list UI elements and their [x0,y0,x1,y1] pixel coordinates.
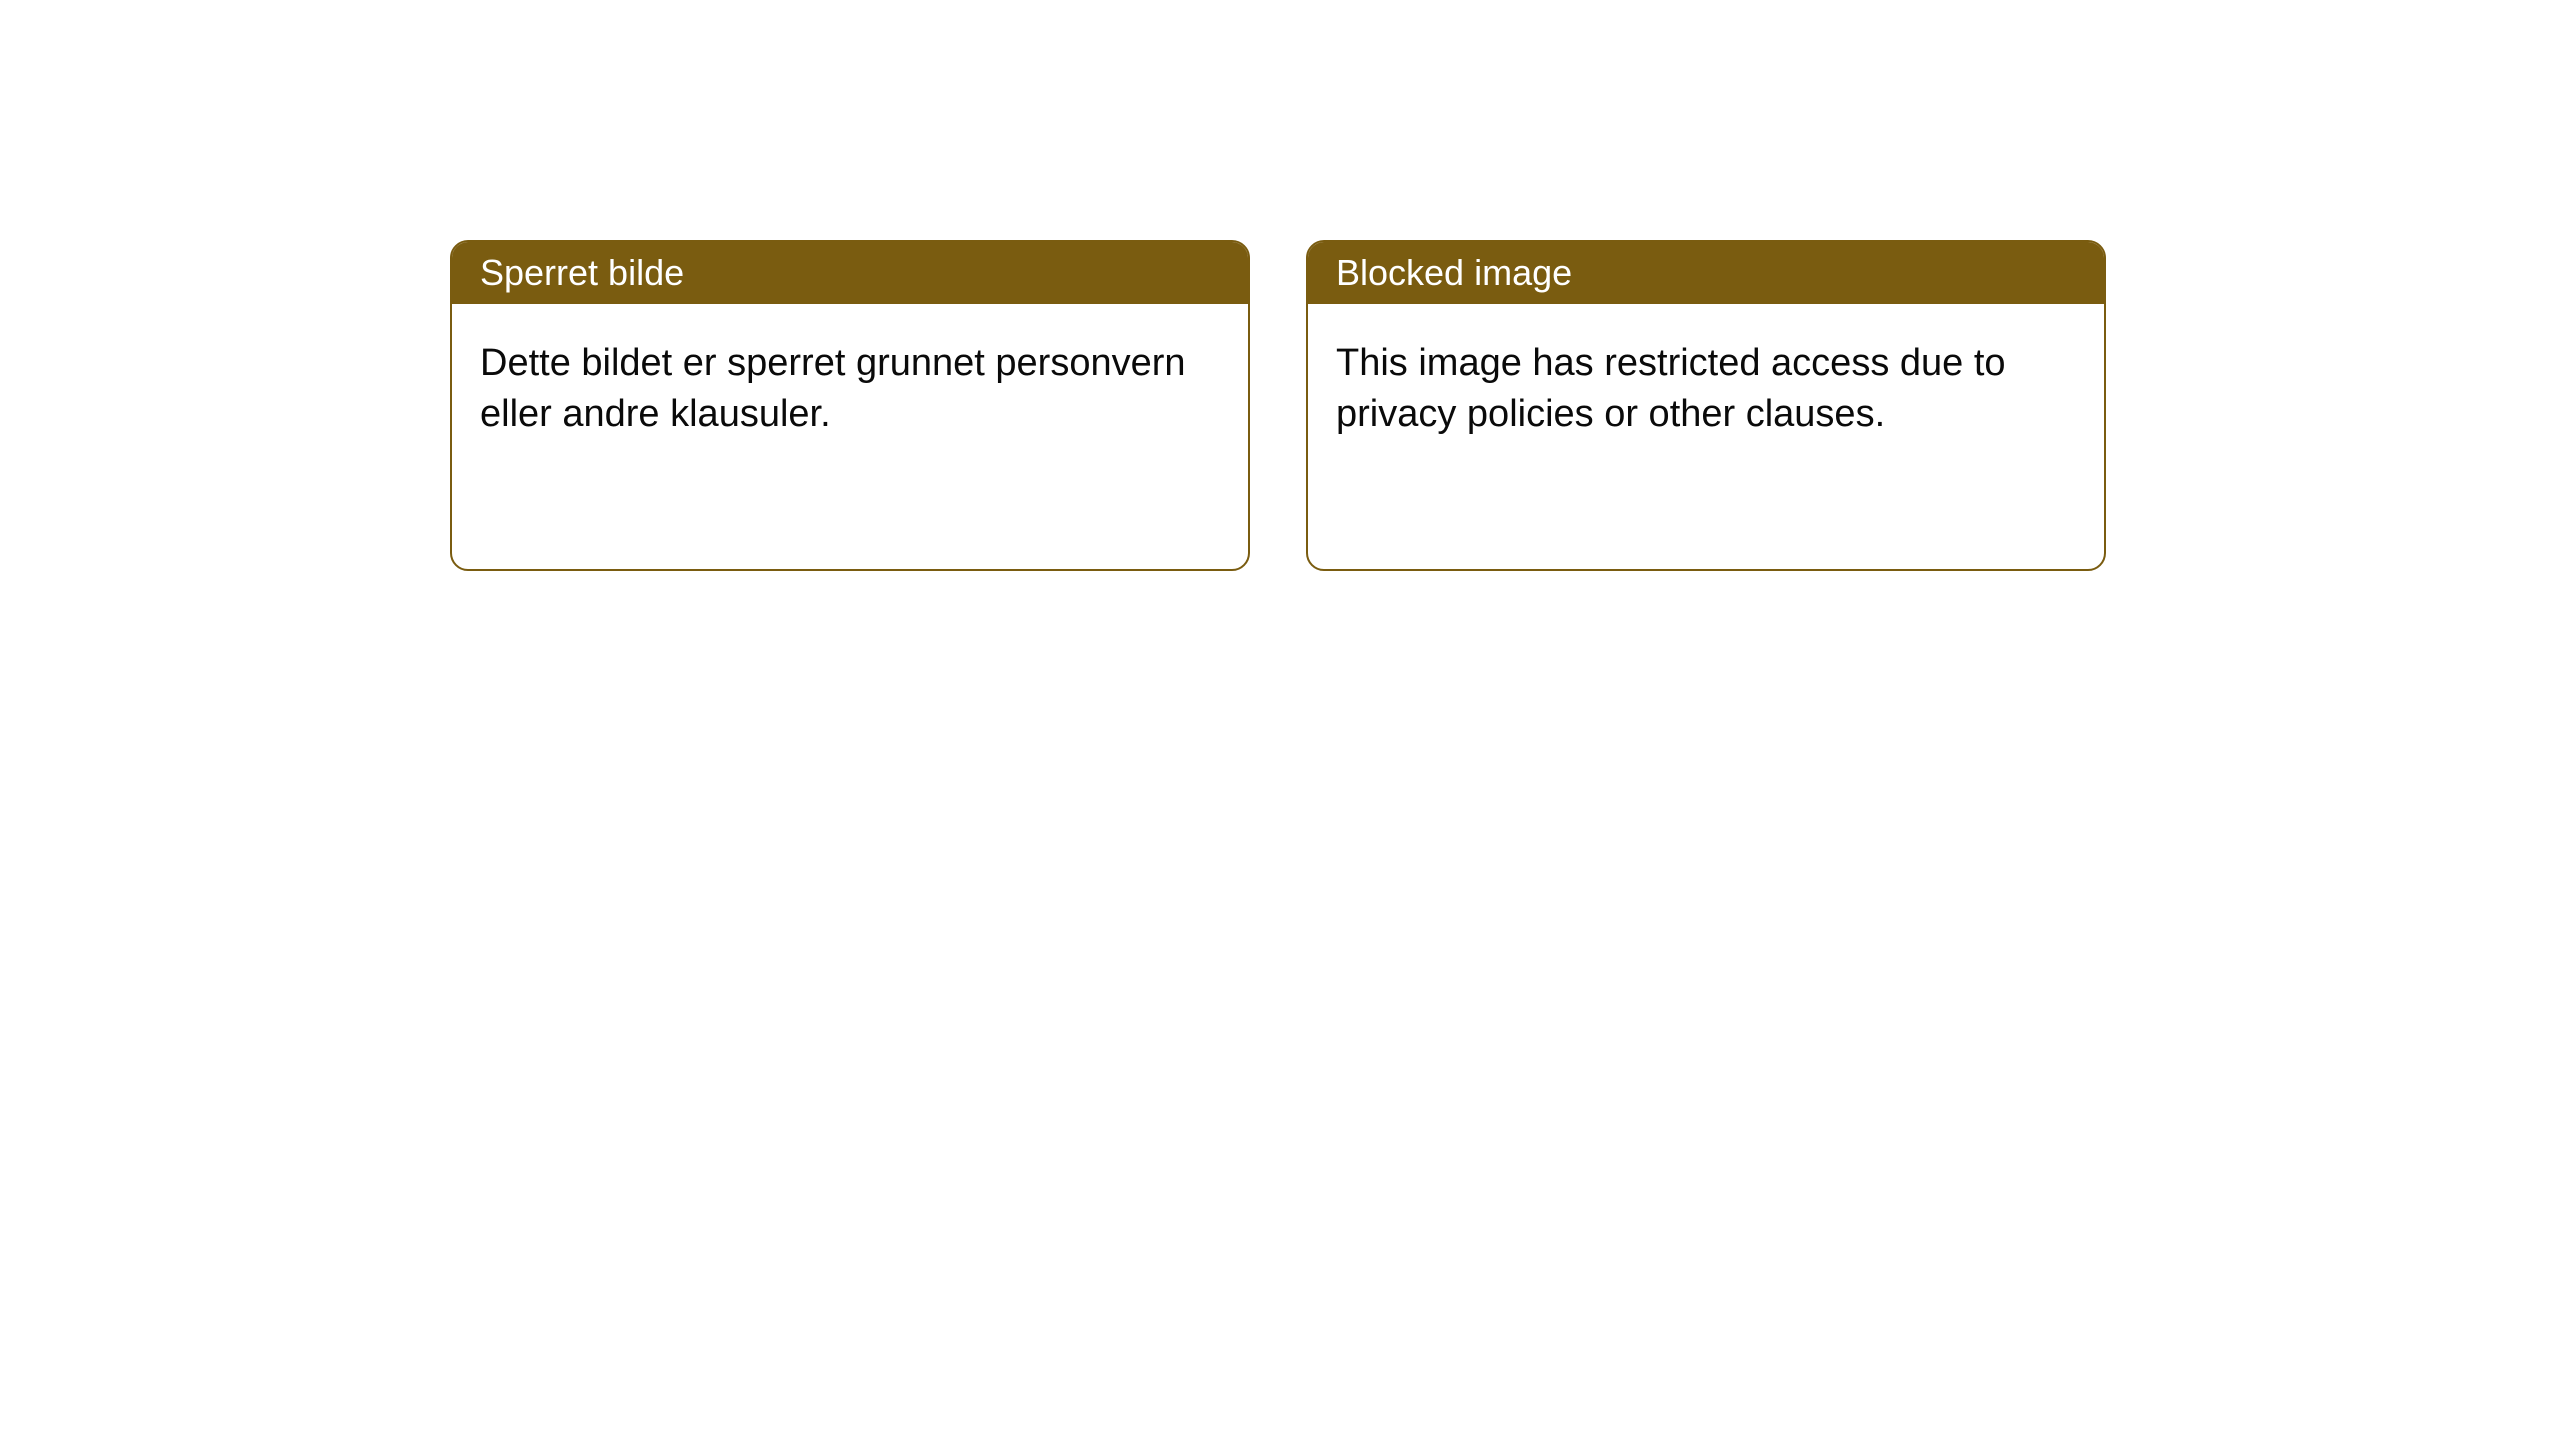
card-title-right: Blocked image [1336,252,1572,293]
card-text-right: This image has restricted access due to … [1336,342,2006,435]
card-text-left: Dette bildet er sperret grunnet personve… [480,342,1186,435]
card-title-left: Sperret bilde [480,252,684,293]
notice-card-right: Blocked image This image has restricted … [1306,240,2106,571]
card-body-left: Dette bildet er sperret grunnet personve… [452,304,1248,475]
card-body-right: This image has restricted access due to … [1308,304,2104,475]
card-header-right: Blocked image [1308,242,2104,304]
notice-container: Sperret bilde Dette bildet er sperret gr… [0,0,2560,571]
notice-card-left: Sperret bilde Dette bildet er sperret gr… [450,240,1250,571]
card-header-left: Sperret bilde [452,242,1248,304]
